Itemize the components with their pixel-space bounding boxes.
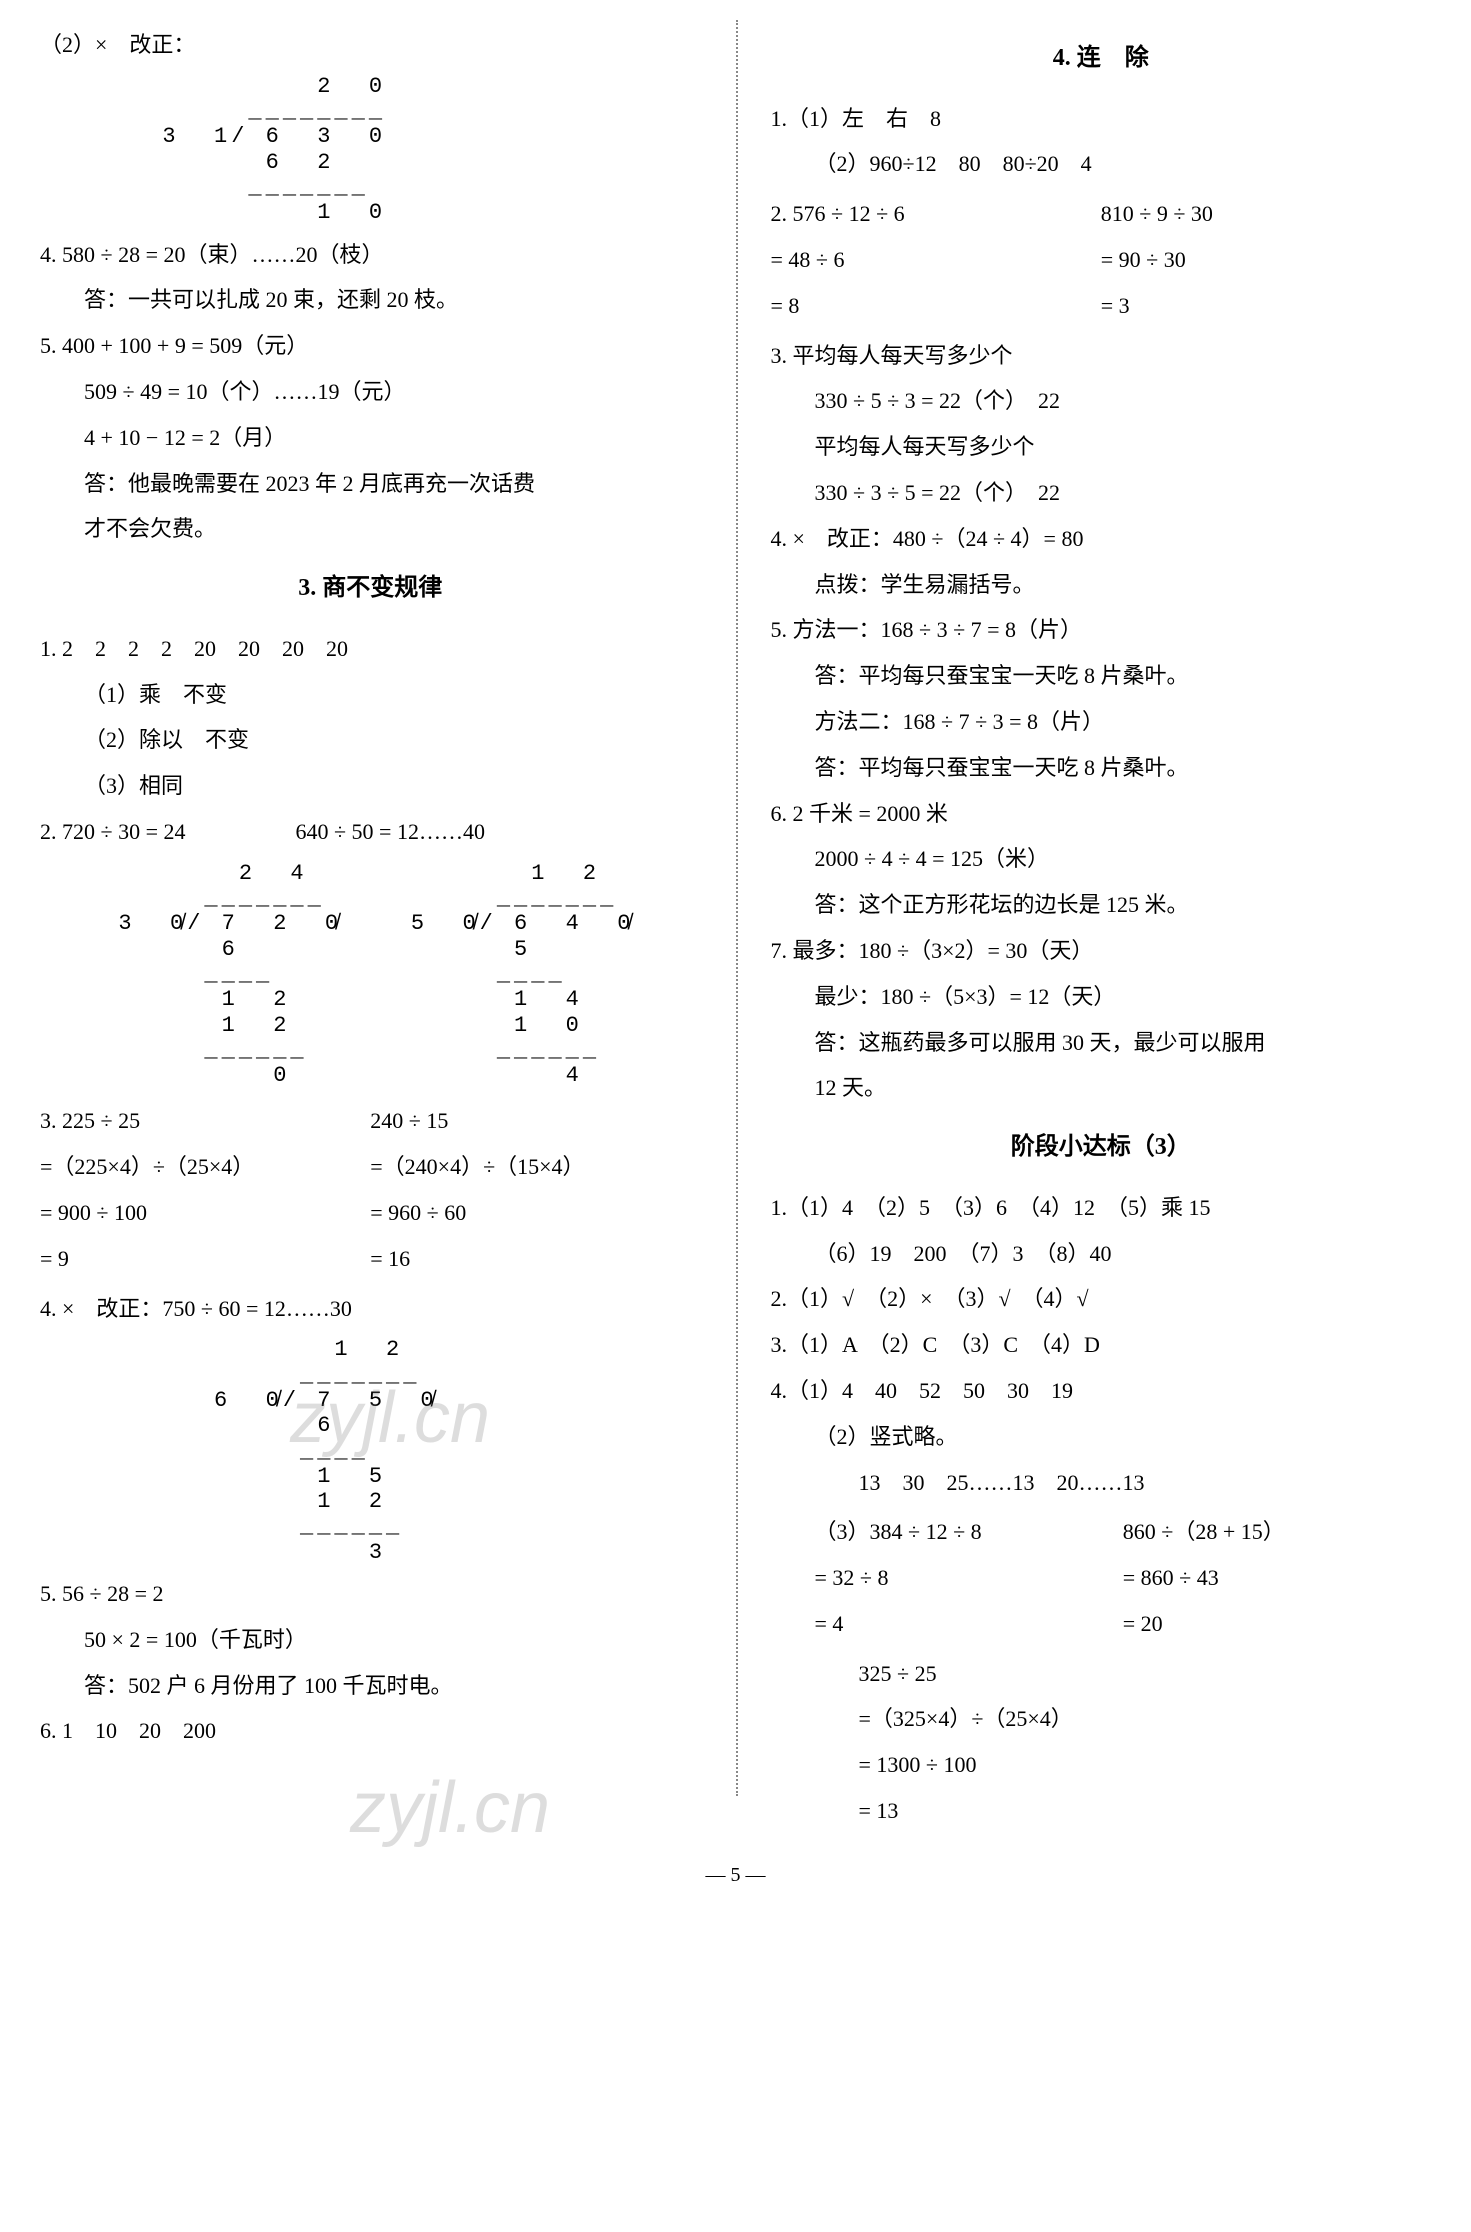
page-number: — 5 — [30,1856,1441,1894]
long-division-2: 2 4 1 2 _______ _______ 3 0̸/ 7 2 0̸ 5 0… [40,861,701,1089]
sp-4e-l: = 32 ÷ 8 [815,1557,1123,1599]
s3-3b-r: =（240×4）÷（15×4） [370,1146,700,1188]
q5-line-c: 4 + 10 − 12 = 2（月） [40,417,701,459]
long-division-1: 2 0 ________ 3 1/ 6 3 0 6 2 _______ 1 0 [40,74,701,226]
sp-4c: 13 30 25……13 20……13 [771,1462,1432,1504]
s3-2a: 2. 720 ÷ 30 = 24 640 ÷ 50 = 12……40 [40,811,701,853]
q5-line-d: 答：他最晚需要在 2023 年 2 月底再充一次话费 [40,463,701,505]
s4-3d: 330 ÷ 3 ÷ 5 = 22（个） 22 [771,472,1432,514]
sp-3: 3.（1）A （2）C （3）C （4）D [771,1324,1432,1366]
sp-4f-r: = 20 [1123,1603,1431,1645]
s3-5c: 答：502 户 6 月份用了 100 千瓦时电。 [40,1665,701,1707]
s3-3a-l: 3. 225 ÷ 25 [40,1100,370,1142]
q5-line-a: 5. 400 + 100 + 9 = 509（元） [40,325,701,367]
s4-1a: 1.（1）左 右 8 [771,98,1432,140]
s3-1a: 1. 2 2 2 2 20 20 20 20 [40,628,701,670]
sp-4e-r: = 860 ÷ 43 [1123,1557,1431,1599]
column-divider [736,20,738,1796]
section-4-title: 4. 连 除 [771,36,1432,82]
s3-3-block: 3. 225 ÷ 25 =（225×4）÷（25×4） = 900 ÷ 100 … [40,1096,701,1283]
s4-2c-l: = 8 [771,285,1101,327]
s4-6c: 答：这个正方形花坛的边长是 125 米。 [771,884,1432,926]
s3-4a: 4. × 改正：750 ÷ 60 = 12……30 [40,1288,701,1330]
sp-4b: （2）竖式略。 [771,1416,1432,1458]
right-column: 4. 连 除 1.（1）左 右 8 （2）960÷12 80 80÷20 4 2… [736,20,1442,1836]
s4-5b: 答：平均每只蚕宝宝一天吃 8 片桑叶。 [771,655,1432,697]
sp-4i: = 1300 ÷ 100 [771,1744,1432,1786]
section-3-title: 3. 商不变规律 [40,566,701,612]
s4-3b: 330 ÷ 5 ÷ 3 = 22（个） 22 [771,380,1432,422]
s4-7a: 7. 最多：180 ÷（3×2）= 30（天） [771,930,1432,972]
sp-4d-r: 860 ÷（28 + 15） [1123,1511,1431,1553]
sp-4f-l: = 4 [815,1603,1123,1645]
s4-7c: 答：这瓶药最多可以服用 30 天，最少可以服用 [771,1022,1432,1064]
sp-4a: 4.（1）4 40 52 50 30 19 [771,1370,1432,1412]
left-column: （2）× 改正： 2 0 ________ 3 1/ 6 3 0 6 2 ___… [30,20,736,1836]
sp-1b: （6）19 200 （7）3 （8）40 [771,1233,1432,1275]
s4-4b: 点拨：学生易漏括号。 [771,564,1432,606]
sp-4d-l: （3）384 ÷ 12 ÷ 8 [815,1511,1123,1553]
s3-3b-l: =（225×4）÷（25×4） [40,1146,370,1188]
s4-2a-l: 2. 576 ÷ 12 ÷ 6 [771,193,1101,235]
sp-4-block: （3）384 ÷ 12 ÷ 8 = 32 ÷ 8 = 4 860 ÷（28 + … [771,1507,1432,1648]
long-division-3: 1 2 _______ 6 0̸/ 7 5 0̸ 6 ____ 1 5 1 2 … [40,1337,701,1565]
s3-1b: （1）乘 不变 [40,674,701,716]
section-p-title: 阶段小达标（3） [771,1125,1432,1171]
q4-line-a: 4. 580 ÷ 28 = 20（束）……20（枝） [40,234,701,276]
s4-7d: 12 天。 [771,1067,1432,1109]
s3-5a: 5. 56 ÷ 28 = 2 [40,1573,701,1615]
s3-3a-r: 240 ÷ 15 [370,1100,700,1142]
sp-4j: = 13 [771,1790,1432,1832]
s4-2-block: 2. 576 ÷ 12 ÷ 6 = 48 ÷ 6 = 8 810 ÷ 9 ÷ 3… [771,189,1432,330]
s4-2c-r: = 3 [1101,285,1431,327]
s3-3c-r: = 960 ÷ 60 [370,1192,700,1234]
page-content: （2）× 改正： 2 0 ________ 3 1/ 6 3 0 6 2 ___… [30,20,1441,1836]
sp-4h: =（325×4）÷（25×4） [771,1698,1432,1740]
s4-6b: 2000 ÷ 4 ÷ 4 = 125（米） [771,838,1432,880]
s4-5c: 方法二：168 ÷ 7 ÷ 3 = 8（片） [771,701,1432,743]
s4-1b: （2）960÷12 80 80÷20 4 [771,143,1432,185]
s4-5d: 答：平均每只蚕宝宝一天吃 8 片桑叶。 [771,747,1432,789]
s4-3a: 3. 平均每人每天写多少个 [771,335,1432,377]
s4-2b-r: = 90 ÷ 30 [1101,239,1431,281]
s3-1d: （3）相同 [40,765,701,807]
s4-5a: 5. 方法一：168 ÷ 3 ÷ 7 = 8（片） [771,609,1432,651]
s4-7b: 最少：180 ÷（5×3）= 12（天） [771,976,1432,1018]
s3-3d-r: = 16 [370,1238,700,1280]
s3-3d-l: = 9 [40,1238,370,1280]
q5-line-e: 才不会欠费。 [40,508,701,550]
s4-3c: 平均每人每天写多少个 [771,426,1432,468]
q5-line-b: 509 ÷ 49 = 10（个）……19（元） [40,371,701,413]
s3-3c-l: = 900 ÷ 100 [40,1192,370,1234]
s3-1c: （2）除以 不变 [40,719,701,761]
sp-1a: 1.（1）4 （2）5 （3）6 （4）12 （5）乘 15 [771,1187,1432,1229]
sp-2: 2.（1）√ （2）× （3）√ （4）√ [771,1278,1432,1320]
s3-6: 6. 1 10 20 200 [40,1710,701,1752]
s4-2a-r: 810 ÷ 9 ÷ 30 [1101,193,1431,235]
q4-line-b: 答：一共可以扎成 20 束，还剩 20 枝。 [40,279,701,321]
q2-text: （2）× 改正： [40,24,701,66]
s4-6a: 6. 2 千米 = 2000 米 [771,793,1432,835]
s4-4a: 4. × 改正：480 ÷（24 ÷ 4）= 80 [771,518,1432,560]
s4-2b-l: = 48 ÷ 6 [771,239,1101,281]
sp-4g: 325 ÷ 25 [771,1653,1432,1695]
s3-5b: 50 × 2 = 100（千瓦时） [40,1619,701,1661]
